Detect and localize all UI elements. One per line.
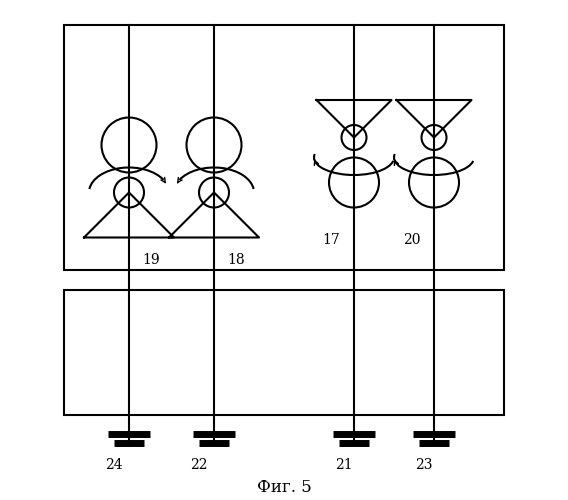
Text: Фиг. 5: Фиг. 5 <box>257 479 311 496</box>
Text: 18: 18 <box>228 253 245 267</box>
Text: 23: 23 <box>415 458 433 472</box>
Text: 22: 22 <box>190 458 208 472</box>
Text: 21: 21 <box>335 458 353 472</box>
Text: 19: 19 <box>143 253 160 267</box>
Bar <box>64 290 504 415</box>
Bar <box>64 25 504 270</box>
Text: 24: 24 <box>105 458 123 472</box>
Text: 20: 20 <box>403 233 420 247</box>
Text: 17: 17 <box>323 233 340 247</box>
